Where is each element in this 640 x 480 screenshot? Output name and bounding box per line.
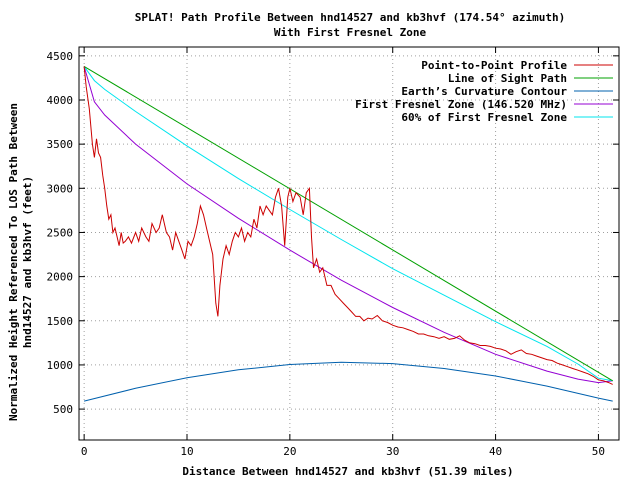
y-axis-label-line-2: hnd14527 and kb3hvf (feet) <box>21 176 34 348</box>
series-line-line-of-sight-path <box>83 65 613 382</box>
y-tick-label: 1000 <box>47 359 74 372</box>
chart-subtitle: With First Fresnel Zone <box>274 26 427 39</box>
y-tick-label: 3000 <box>47 182 74 195</box>
y-axis-label-line-1: Normalized Height Referenced To LOS Path… <box>7 103 20 421</box>
y-tick-label: 1500 <box>47 315 74 328</box>
legend-label: First Fresnel Zone (146.520 MHz) <box>355 98 567 111</box>
grid-lines <box>79 47 619 440</box>
chart-title: SPLAT! Path Profile Between hnd14527 and… <box>135 11 565 24</box>
series-line-60-of-first-fresnel-zone <box>83 66 613 382</box>
x-tick-label: 10 <box>180 445 193 458</box>
plot-frame <box>78 46 620 441</box>
y-tick-label: 500 <box>53 403 73 416</box>
data-series <box>83 65 613 402</box>
y-tick-label: 3500 <box>47 138 74 151</box>
legend-label: Line of Sight Path <box>448 72 567 85</box>
series-line-first-fresnel-zone-146-520-mhz <box>83 66 613 384</box>
x-tick-label: 20 <box>283 445 296 458</box>
x-tick-label: 0 <box>81 445 88 458</box>
y-tick-label: 4000 <box>47 94 74 107</box>
axis-ticks: 500 1000 1500 2000 2500 3000 3500 4000 4500 0 10 20… <box>47 47 619 458</box>
legend-label: Point-to-Point Profile <box>421 59 567 72</box>
series-line-earth-s-curvature-contour <box>83 361 613 402</box>
legend-label: 60% of First Fresnel Zone <box>401 111 567 124</box>
x-tick-label: 40 <box>489 445 502 458</box>
series-line-point-to-point-profile <box>83 66 613 385</box>
y-tick-label: 2500 <box>47 226 74 239</box>
x-tick-label: 30 <box>386 445 399 458</box>
x-tick-label: 50 <box>592 445 605 458</box>
x-axis-label: Distance Between hnd14527 and kb3hvf (51… <box>182 465 513 478</box>
y-tick-label: 4500 <box>47 50 74 63</box>
legend-label: Earth’s Curvature Contour <box>401 85 567 98</box>
y-tick-label: 2000 <box>47 271 74 284</box>
